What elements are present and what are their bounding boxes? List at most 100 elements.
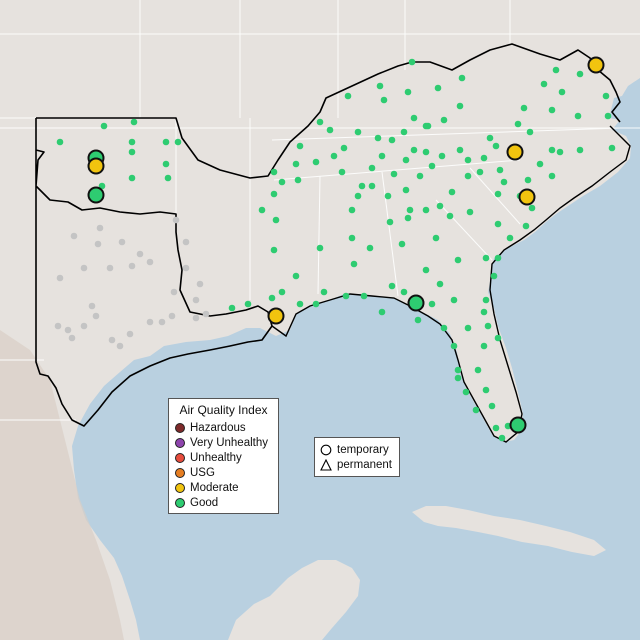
good-monitor-marker[interactable]	[494, 254, 502, 262]
inactive-monitor-marker[interactable]	[182, 264, 190, 272]
inactive-monitor-marker[interactable]	[56, 274, 64, 282]
good-monitor-marker[interactable]	[312, 300, 320, 308]
inactive-monitor-marker[interactable]	[80, 264, 88, 272]
good-monitor-marker[interactable]	[388, 136, 396, 144]
inactive-monitor-marker[interactable]	[126, 330, 134, 338]
good-monitor-marker[interactable]	[494, 190, 502, 198]
inactive-monitor-marker[interactable]	[158, 318, 166, 326]
good-monitor-marker[interactable]	[422, 266, 430, 274]
good-monitor-marker[interactable]	[384, 192, 392, 200]
inactive-monitor-marker[interactable]	[192, 296, 200, 304]
good-monitor-marker[interactable]	[98, 182, 106, 190]
good-monitor-marker[interactable]	[130, 118, 138, 126]
good-monitor-marker[interactable]	[270, 190, 278, 198]
good-monitor-marker[interactable]	[464, 324, 472, 332]
good-monitor-marker[interactable]	[270, 168, 278, 176]
good-monitor-marker[interactable]	[474, 366, 482, 374]
good-monitor-marker[interactable]	[378, 308, 386, 316]
good-monitor-marker[interactable]	[400, 128, 408, 136]
good-monitor-marker[interactable]	[476, 168, 484, 176]
inactive-monitor-marker[interactable]	[96, 224, 104, 232]
good-monitor-marker[interactable]	[268, 294, 276, 302]
inactive-monitor-marker[interactable]	[136, 250, 144, 258]
good-monitor-marker[interactable]	[402, 156, 410, 164]
good-monitor-marker[interactable]	[604, 112, 612, 120]
good-monitor-marker[interactable]	[354, 128, 362, 136]
good-monitor-marker[interactable]	[296, 300, 304, 308]
good-monitor-marker[interactable]	[378, 152, 386, 160]
good-monitor-marker[interactable]	[484, 322, 492, 330]
good-monitor-marker[interactable]	[496, 166, 504, 174]
moderate-monitor-marker[interactable]	[506, 143, 524, 161]
good-monitor-marker[interactable]	[404, 214, 412, 222]
good-monitor-marker[interactable]	[422, 122, 430, 130]
inactive-monitor-marker[interactable]	[70, 232, 78, 240]
good-monitor-marker[interactable]	[574, 112, 582, 120]
good-monitor-marker[interactable]	[436, 202, 444, 210]
inactive-monitor-marker[interactable]	[172, 216, 180, 224]
good-monitor-marker[interactable]	[398, 240, 406, 248]
good-monitor-marker[interactable]	[509, 416, 527, 434]
good-monitor-marker[interactable]	[482, 386, 490, 394]
good-monitor-marker[interactable]	[432, 234, 440, 242]
good-monitor-marker[interactable]	[450, 342, 458, 350]
inactive-monitor-marker[interactable]	[94, 240, 102, 248]
good-monitor-marker[interactable]	[368, 182, 376, 190]
good-monitor-marker[interactable]	[278, 178, 286, 186]
good-monitor-marker[interactable]	[436, 280, 444, 288]
good-monitor-marker[interactable]	[400, 288, 408, 296]
good-monitor-marker[interactable]	[162, 160, 170, 168]
good-monitor-marker[interactable]	[162, 138, 170, 146]
good-monitor-marker[interactable]	[548, 146, 556, 154]
inactive-monitor-marker[interactable]	[88, 302, 96, 310]
good-monitor-marker[interactable]	[414, 316, 422, 324]
good-monitor-marker[interactable]	[404, 88, 412, 96]
good-monitor-marker[interactable]	[330, 152, 338, 160]
good-monitor-marker[interactable]	[316, 118, 324, 126]
good-monitor-marker[interactable]	[488, 402, 496, 410]
inactive-monitor-marker[interactable]	[64, 326, 72, 334]
inactive-monitor-marker[interactable]	[80, 322, 88, 330]
good-monitor-marker[interactable]	[608, 144, 616, 152]
inactive-monitor-marker[interactable]	[168, 312, 176, 320]
good-monitor-marker[interactable]	[464, 156, 472, 164]
good-monitor-marker[interactable]	[174, 138, 182, 146]
good-monitor-marker[interactable]	[482, 296, 490, 304]
good-monitor-marker[interactable]	[292, 160, 300, 168]
good-monitor-marker[interactable]	[368, 164, 376, 172]
good-monitor-marker[interactable]	[338, 168, 346, 176]
moderate-monitor-marker[interactable]	[518, 188, 536, 206]
good-monitor-marker[interactable]	[440, 324, 448, 332]
good-monitor-marker[interactable]	[416, 172, 424, 180]
inactive-monitor-marker[interactable]	[196, 280, 204, 288]
inactive-monitor-marker[interactable]	[202, 310, 210, 318]
good-monitor-marker[interactable]	[458, 74, 466, 82]
good-monitor-marker[interactable]	[492, 424, 500, 432]
inactive-monitor-marker[interactable]	[182, 238, 190, 246]
good-monitor-marker[interactable]	[462, 388, 470, 396]
good-monitor-marker[interactable]	[410, 114, 418, 122]
good-monitor-marker[interactable]	[548, 106, 556, 114]
good-monitor-marker[interactable]	[556, 148, 564, 156]
good-monitor-marker[interactable]	[500, 178, 508, 186]
good-monitor-marker[interactable]	[128, 174, 136, 182]
inactive-monitor-marker[interactable]	[118, 238, 126, 246]
good-monitor-marker[interactable]	[360, 292, 368, 300]
good-monitor-marker[interactable]	[270, 246, 278, 254]
good-monitor-marker[interactable]	[492, 142, 500, 150]
inactive-monitor-marker[interactable]	[108, 336, 116, 344]
good-monitor-marker[interactable]	[294, 176, 302, 184]
inactive-monitor-marker[interactable]	[54, 322, 62, 330]
good-monitor-marker[interactable]	[454, 366, 462, 374]
good-monitor-marker[interactable]	[506, 234, 514, 242]
good-monitor-marker[interactable]	[228, 304, 236, 312]
good-monitor-marker[interactable]	[312, 158, 320, 166]
good-monitor-marker[interactable]	[548, 172, 556, 180]
good-monitor-marker[interactable]	[456, 102, 464, 110]
good-monitor-marker[interactable]	[366, 244, 374, 252]
inactive-monitor-marker[interactable]	[146, 318, 154, 326]
good-monitor-marker[interactable]	[390, 170, 398, 178]
good-monitor-marker[interactable]	[602, 92, 610, 100]
good-monitor-marker[interactable]	[348, 206, 356, 214]
good-monitor-marker[interactable]	[454, 374, 462, 382]
